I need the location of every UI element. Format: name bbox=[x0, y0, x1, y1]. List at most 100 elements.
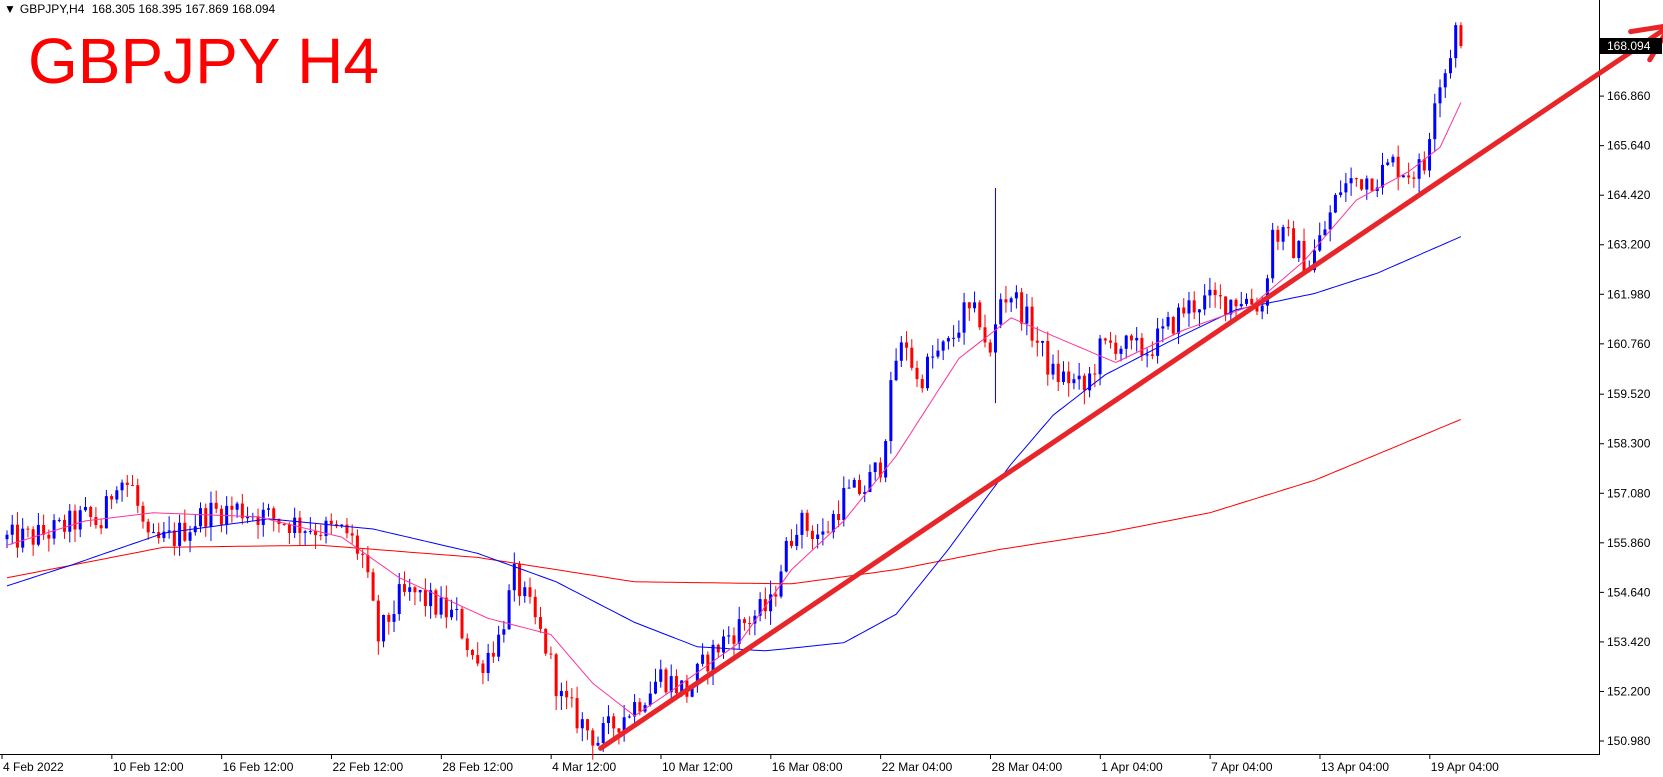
price-tick-label: 164.420 bbox=[1607, 188, 1651, 202]
candle-body bbox=[769, 594, 773, 612]
candle-body bbox=[481, 663, 485, 674]
candle-body bbox=[1129, 335, 1133, 341]
candle-body bbox=[983, 327, 987, 343]
candle-body bbox=[219, 508, 223, 525]
candle-body bbox=[999, 299, 1003, 325]
candle-body bbox=[151, 532, 155, 534]
candle-body bbox=[1030, 306, 1034, 341]
candle-body bbox=[1396, 156, 1400, 178]
candle-body bbox=[1197, 309, 1201, 313]
plot-area[interactable] bbox=[0, 0, 1600, 755]
candle-body bbox=[544, 628, 548, 654]
price-axis: 166.860 165.640 164.420 163.200 161.980 160.7… bbox=[1599, 38, 1662, 748]
candle-body bbox=[1051, 363, 1055, 375]
candle-body bbox=[1365, 178, 1369, 190]
candle-body bbox=[460, 608, 464, 639]
candle-body bbox=[146, 521, 150, 533]
candle-body bbox=[528, 587, 532, 597]
candle-body bbox=[104, 496, 108, 529]
candle-body bbox=[99, 525, 103, 529]
candle-body bbox=[1292, 228, 1296, 259]
candle-body bbox=[612, 716, 616, 729]
time-tick-label: 22 Feb 12:00 bbox=[332, 760, 403, 774]
candle-body bbox=[89, 506, 93, 518]
trendline-layer bbox=[598, 24, 1663, 751]
ohlc-readout: 168.305 168.395 167.869 168.094 bbox=[91, 2, 276, 16]
candle-body bbox=[1218, 295, 1222, 297]
candle-body bbox=[549, 653, 553, 655]
chart-header: ▼ GBPJPY,H4 168.305 168.395 167.869 168.0… bbox=[4, 2, 279, 16]
candle-body bbox=[606, 716, 610, 724]
candle-body bbox=[800, 512, 804, 535]
candles-layer bbox=[5, 22, 1463, 760]
candle-body bbox=[1208, 289, 1212, 296]
candle-body bbox=[810, 530, 814, 539]
price-tick-label: 150.980 bbox=[1607, 734, 1651, 748]
candle-body bbox=[361, 553, 365, 555]
candle-body bbox=[973, 302, 977, 309]
candle-body bbox=[1286, 227, 1290, 229]
candle-body bbox=[1109, 340, 1113, 343]
time-axis: 4 Feb 2022 10 Feb 12:00 16 Feb 12:00 22 Feb… bbox=[1, 754, 1499, 774]
candle-body bbox=[115, 490, 119, 500]
candle-body bbox=[1412, 177, 1416, 179]
candle-body bbox=[915, 367, 919, 380]
candle-body bbox=[1250, 298, 1254, 305]
candle-body bbox=[131, 484, 135, 486]
candle-body bbox=[601, 723, 605, 743]
candle-body bbox=[1454, 25, 1458, 59]
candle-body bbox=[408, 587, 412, 592]
candle-body bbox=[5, 534, 9, 540]
candle-body bbox=[26, 528, 30, 530]
candle-body bbox=[1077, 375, 1081, 380]
candle-body bbox=[324, 520, 328, 537]
candle-body bbox=[397, 584, 401, 615]
candle-body bbox=[1020, 292, 1024, 324]
candle-body bbox=[282, 523, 286, 525]
candle-body bbox=[795, 534, 799, 546]
candle-body bbox=[1260, 305, 1264, 312]
candle-body bbox=[382, 614, 386, 642]
candle-body bbox=[429, 590, 433, 607]
candle-body bbox=[1213, 289, 1217, 296]
candle-body bbox=[183, 522, 187, 541]
candle-body bbox=[423, 590, 427, 607]
candle-body bbox=[1082, 375, 1086, 391]
candle-body bbox=[852, 479, 856, 488]
candle-body bbox=[962, 302, 966, 333]
candle-body bbox=[371, 572, 375, 601]
candle-body bbox=[1135, 337, 1139, 341]
candle-body bbox=[1328, 212, 1332, 230]
candle-body bbox=[774, 594, 778, 597]
time-tick-label: 22 Mar 04:00 bbox=[882, 760, 953, 774]
time-tick-label: 19 Apr 04:00 bbox=[1431, 760, 1499, 774]
candle-body bbox=[94, 517, 98, 526]
candle-body bbox=[83, 506, 87, 511]
candle-body bbox=[727, 635, 731, 637]
candle-body bbox=[910, 347, 914, 368]
candle-body bbox=[1224, 296, 1228, 315]
candle-body bbox=[125, 482, 129, 485]
candle-body bbox=[1150, 354, 1154, 356]
candle-body bbox=[402, 584, 406, 592]
candle-body bbox=[1187, 300, 1191, 314]
candle-body bbox=[1025, 306, 1029, 324]
moving-averages-layer bbox=[6, 102, 1462, 717]
candle-body bbox=[455, 608, 459, 610]
candle-body bbox=[884, 441, 888, 478]
chevron-down-icon[interactable]: ▼ bbox=[4, 2, 16, 16]
candle-body bbox=[1323, 229, 1327, 236]
candle-body bbox=[1245, 298, 1249, 304]
candle-body bbox=[1182, 307, 1186, 314]
candle-body bbox=[21, 528, 25, 548]
candle-body bbox=[188, 532, 192, 541]
current-price-marker bbox=[1600, 38, 1662, 54]
time-tick-label: 4 Feb 2022 bbox=[3, 760, 64, 774]
candle-body bbox=[617, 728, 621, 733]
candle-body bbox=[1333, 194, 1337, 213]
candle-body bbox=[272, 508, 276, 519]
candle-body bbox=[235, 503, 239, 510]
candle-body bbox=[1161, 326, 1165, 329]
candle-body bbox=[110, 496, 114, 500]
candle-body bbox=[737, 619, 741, 644]
